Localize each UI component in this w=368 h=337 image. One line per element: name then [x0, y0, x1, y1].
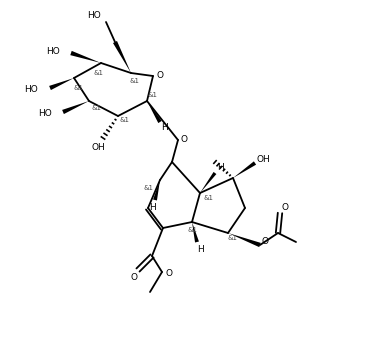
Text: OH: OH	[256, 154, 270, 163]
Polygon shape	[228, 233, 261, 247]
Text: &1: &1	[148, 92, 158, 98]
Text: O: O	[282, 203, 289, 212]
Text: HO: HO	[24, 85, 38, 93]
Text: HO: HO	[38, 109, 52, 118]
Text: O: O	[131, 274, 138, 282]
Text: H: H	[162, 123, 169, 132]
Text: &1: &1	[91, 105, 101, 111]
Text: &1: &1	[143, 185, 153, 191]
Text: &1: &1	[129, 78, 139, 84]
Text: HO: HO	[46, 47, 60, 56]
Text: &1: &1	[74, 85, 84, 91]
Text: &1: &1	[94, 70, 104, 76]
Text: H: H	[149, 204, 155, 213]
Text: HO: HO	[87, 11, 101, 21]
Polygon shape	[153, 180, 160, 201]
Text: O: O	[156, 70, 163, 80]
Polygon shape	[200, 172, 216, 193]
Text: O: O	[180, 135, 188, 145]
Polygon shape	[49, 78, 74, 90]
Polygon shape	[70, 51, 101, 63]
Text: &1: &1	[120, 117, 130, 123]
Text: &1: &1	[187, 227, 197, 233]
Text: OH: OH	[91, 144, 105, 153]
Text: &1: &1	[203, 195, 213, 201]
Polygon shape	[113, 41, 131, 73]
Text: H: H	[217, 163, 224, 173]
Polygon shape	[233, 161, 256, 178]
Text: &1: &1	[228, 235, 238, 241]
Text: O: O	[166, 270, 173, 278]
Polygon shape	[192, 222, 199, 243]
Text: O: O	[262, 238, 269, 246]
Text: H: H	[197, 245, 204, 254]
Polygon shape	[147, 101, 162, 123]
Polygon shape	[62, 101, 89, 114]
